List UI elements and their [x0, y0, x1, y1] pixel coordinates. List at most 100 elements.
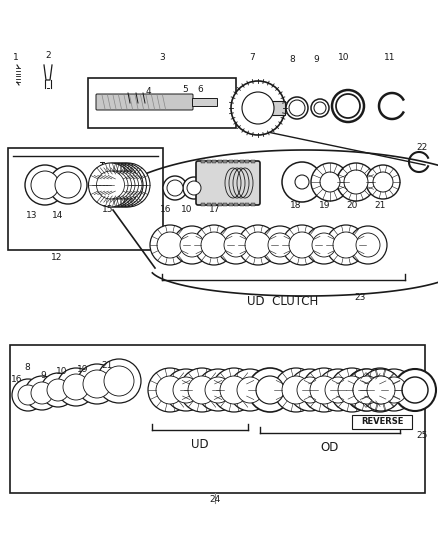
Bar [206, 160, 211, 163]
Circle shape [250, 100, 266, 116]
Text: 7: 7 [249, 52, 255, 61]
Text: 3: 3 [159, 52, 165, 61]
Text: 24: 24 [209, 496, 221, 505]
Text: 16: 16 [11, 376, 23, 384]
Circle shape [349, 226, 387, 264]
Circle shape [63, 374, 89, 400]
Text: 21: 21 [101, 361, 113, 370]
Text: 2: 2 [45, 51, 51, 60]
Text: 19: 19 [77, 365, 89, 374]
Circle shape [100, 171, 128, 199]
Circle shape [268, 233, 292, 257]
Text: 14: 14 [52, 211, 64, 220]
Circle shape [99, 163, 143, 207]
Circle shape [302, 368, 346, 412]
Circle shape [346, 369, 388, 411]
Text: 21: 21 [374, 200, 386, 209]
Circle shape [261, 226, 299, 264]
Circle shape [305, 226, 343, 264]
Circle shape [274, 368, 318, 412]
Circle shape [310, 376, 338, 404]
Bar [206, 203, 211, 206]
Circle shape [110, 171, 138, 199]
Circle shape [317, 369, 359, 411]
Text: 11: 11 [384, 52, 396, 61]
Circle shape [224, 233, 248, 257]
Circle shape [165, 369, 207, 411]
Bar [229, 160, 233, 163]
Circle shape [47, 379, 69, 401]
Circle shape [256, 376, 284, 404]
Text: 1: 1 [13, 53, 19, 62]
FancyBboxPatch shape [196, 161, 260, 205]
Circle shape [286, 97, 308, 119]
Circle shape [332, 90, 364, 122]
Bar [218, 160, 222, 163]
Text: 10: 10 [181, 206, 193, 214]
Circle shape [107, 171, 135, 199]
Circle shape [57, 368, 95, 406]
Text: 17: 17 [209, 206, 221, 214]
Circle shape [150, 225, 190, 265]
Circle shape [148, 368, 192, 412]
Text: 8: 8 [24, 364, 30, 373]
Circle shape [242, 92, 274, 124]
Circle shape [88, 163, 133, 207]
Circle shape [289, 100, 305, 116]
Circle shape [12, 379, 44, 411]
Circle shape [337, 163, 375, 201]
Bar [201, 203, 205, 206]
Circle shape [180, 368, 224, 412]
Circle shape [360, 369, 402, 411]
Circle shape [31, 382, 53, 404]
Bar [234, 203, 238, 206]
Circle shape [97, 359, 141, 403]
Circle shape [156, 376, 184, 404]
Bar [245, 160, 249, 163]
Bar [223, 160, 227, 163]
Circle shape [353, 376, 381, 404]
Circle shape [353, 377, 379, 403]
Text: 22: 22 [417, 142, 427, 151]
Circle shape [314, 102, 326, 114]
Circle shape [345, 369, 387, 411]
Text: 12: 12 [51, 254, 63, 262]
Circle shape [238, 225, 278, 265]
Circle shape [205, 377, 231, 403]
Circle shape [103, 171, 131, 199]
Circle shape [344, 170, 368, 194]
Circle shape [373, 172, 393, 192]
Circle shape [311, 99, 329, 117]
Circle shape [231, 81, 285, 135]
Text: 13: 13 [26, 211, 38, 220]
Bar [229, 203, 233, 206]
Circle shape [367, 376, 395, 404]
Bar [352, 415, 412, 429]
Circle shape [212, 368, 256, 412]
Bar [223, 203, 227, 206]
Circle shape [326, 225, 366, 265]
Circle shape [330, 368, 374, 412]
Circle shape [373, 369, 415, 411]
Text: 20: 20 [346, 200, 358, 209]
Text: REVERSE: REVERSE [361, 417, 403, 426]
Circle shape [25, 165, 65, 205]
Circle shape [333, 232, 359, 258]
Circle shape [245, 232, 271, 258]
Circle shape [77, 364, 117, 404]
Text: UD  CLUTCH: UD CLUTCH [247, 295, 318, 308]
Circle shape [217, 226, 255, 264]
Circle shape [325, 377, 351, 403]
Circle shape [104, 366, 134, 396]
Circle shape [188, 376, 216, 404]
Circle shape [282, 376, 310, 404]
Circle shape [289, 369, 331, 411]
Circle shape [49, 166, 87, 204]
Circle shape [289, 232, 315, 258]
Circle shape [194, 225, 234, 265]
Text: 9: 9 [40, 372, 46, 381]
Text: 19: 19 [319, 200, 331, 209]
Circle shape [114, 171, 142, 199]
Text: 25: 25 [416, 431, 427, 440]
Circle shape [25, 376, 59, 410]
